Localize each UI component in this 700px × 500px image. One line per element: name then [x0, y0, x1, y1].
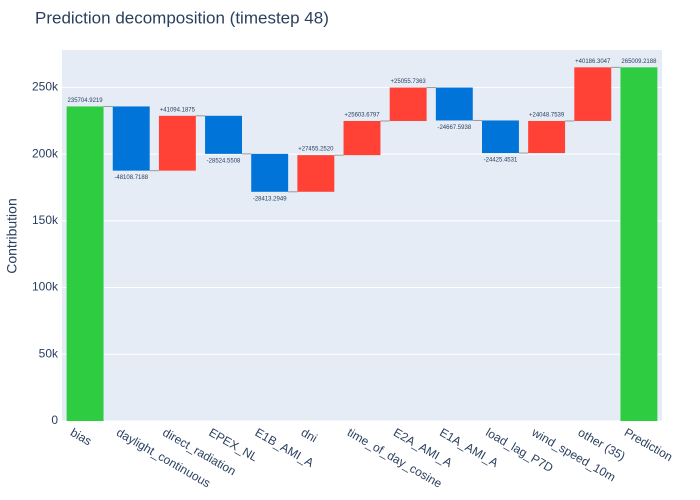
y-tick-label: 200k	[32, 146, 59, 160]
y-tick-label: 150k	[32, 213, 59, 227]
bar	[251, 153, 289, 192]
y-tick-label: 0	[51, 413, 58, 427]
value-label: -28524.5508	[207, 158, 241, 164]
value-label: -24667.5938	[437, 125, 471, 131]
value-label: 235704.9219	[68, 98, 104, 104]
value-label: -24425.4531	[484, 158, 518, 164]
bar	[297, 155, 335, 192]
value-label: +25055.7363	[391, 79, 427, 85]
value-label: +24048.7539	[529, 113, 565, 119]
bar	[482, 120, 519, 154]
y-tick-label: 250k	[32, 80, 59, 94]
y-tick-label: 50k	[39, 346, 59, 360]
chart-title: Prediction decomposition (timestep 48)	[35, 8, 329, 27]
value-label: -48108.7188	[114, 175, 148, 181]
x-tick-label: Prediction	[622, 425, 675, 464]
bar	[528, 120, 566, 154]
value-label: +25603.6797	[344, 113, 380, 119]
x-tick-label: dni	[299, 425, 320, 445]
y-tick-label: 100k	[32, 280, 59, 294]
bar	[620, 67, 658, 422]
y-axis-label: Contribution	[4, 198, 20, 274]
bar	[205, 115, 242, 154]
x-tick-label: bias	[68, 425, 94, 448]
bar	[574, 67, 612, 121]
bar	[435, 87, 473, 121]
bar	[343, 120, 381, 156]
bar	[112, 106, 150, 171]
bar	[158, 115, 196, 171]
value-label: -28413.2949	[253, 196, 287, 202]
plot-area	[62, 50, 662, 421]
value-label: +40186.3047	[575, 59, 611, 65]
value-label: +27455.2520	[298, 147, 334, 153]
value-label: +41094.1875	[160, 107, 196, 113]
bar	[389, 87, 427, 121]
bar	[66, 106, 104, 421]
value-label: 265009.2188	[621, 59, 657, 65]
